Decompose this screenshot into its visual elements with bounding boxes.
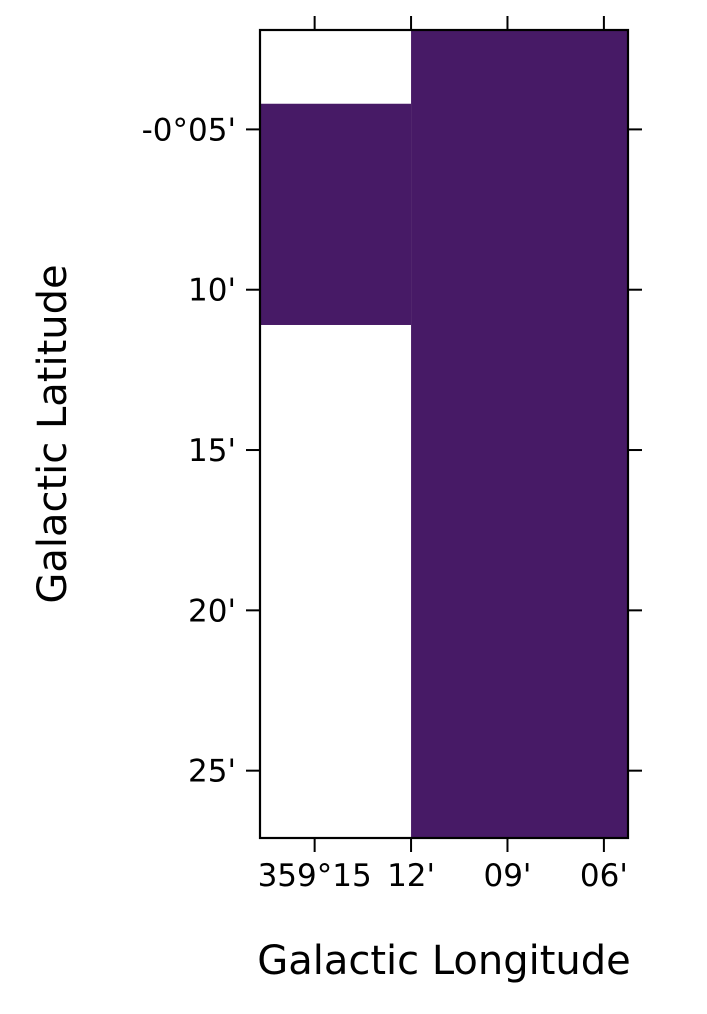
y-tick-label: 25': [188, 754, 236, 790]
x-axis-label: Galactic Longitude: [257, 938, 631, 984]
y-tick-label: 15': [188, 433, 236, 469]
x-tick-label: 359°15: [258, 858, 372, 894]
coverage-region: [411, 30, 628, 838]
coverage-region: [260, 103, 412, 325]
x-axis-ticks: 359°15 12' 09' 06': [258, 16, 628, 894]
y-tick-label: 20': [188, 593, 236, 629]
y-tick-label: 10': [188, 273, 236, 309]
plot-frame: [258, 28, 630, 840]
x-tick-label: 06': [580, 858, 628, 894]
sky-image: [260, 30, 628, 838]
y-tick-label: -0°05': [142, 112, 236, 148]
y-axis-label: Galactic Latitude: [30, 264, 76, 603]
y-axis-ticks: -0°05' 10' 15' 20' 25': [142, 112, 642, 790]
coverage-regions: [260, 30, 628, 838]
x-tick-label: 12': [387, 858, 435, 894]
x-tick-label: 09': [483, 858, 531, 894]
